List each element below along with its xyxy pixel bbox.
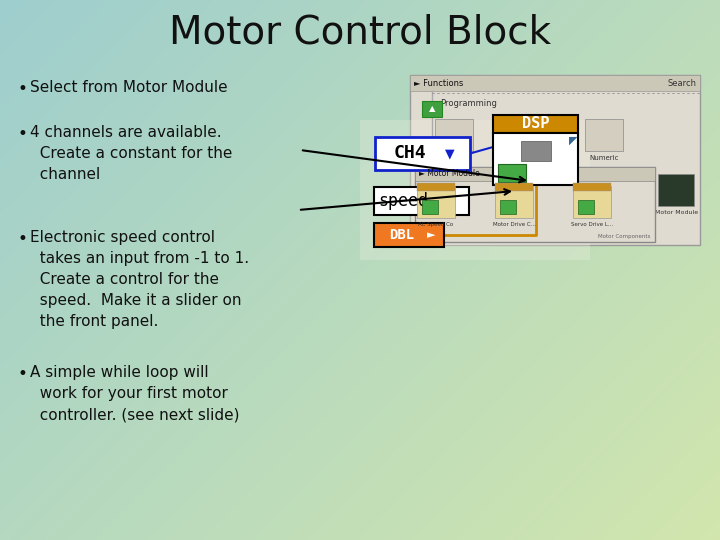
Text: Comparison: Comparison — [508, 210, 550, 216]
Text: Select from Motor Module: Select from Motor Module — [30, 80, 228, 95]
Bar — [573, 186, 611, 218]
Text: •: • — [18, 365, 28, 383]
Text: Motor Components: Motor Components — [598, 234, 650, 239]
Bar — [410, 75, 700, 245]
Text: Servo Drive L...: Servo Drive L... — [571, 222, 613, 227]
Bar — [578, 200, 594, 214]
Bar — [510, 174, 548, 206]
Text: A simple while loop will
  work for your first motor
  controller. (see next sli: A simple while loop will work for your f… — [30, 365, 240, 422]
Bar — [374, 187, 469, 215]
Text: Motor Drive C...: Motor Drive C... — [492, 222, 536, 227]
Bar — [417, 183, 455, 191]
Bar — [415, 167, 655, 242]
Text: DBL: DBL — [390, 228, 415, 242]
Text: Search: Search — [667, 78, 696, 87]
Text: 4 channels are available.
  Create a constant for the
  channel: 4 channels are available. Create a const… — [30, 125, 233, 182]
Bar — [573, 183, 611, 191]
Bar — [521, 141, 551, 161]
Text: Numeric: Numeric — [589, 155, 618, 161]
Text: Timing: Timing — [592, 210, 616, 216]
Text: •: • — [18, 230, 28, 248]
Bar — [493, 115, 578, 133]
Bar — [410, 75, 700, 91]
Text: Array: Array — [520, 155, 539, 161]
Text: ◤: ◤ — [569, 136, 577, 146]
Text: AC Speed Co: AC Speed Co — [418, 222, 454, 227]
Bar — [500, 200, 516, 214]
Bar — [658, 174, 694, 206]
Text: ▲: ▲ — [428, 105, 436, 113]
Text: ► Motor Module: ► Motor Module — [419, 170, 480, 179]
Text: Motor Control Block: Motor Control Block — [169, 13, 551, 51]
Text: Programming: Programming — [440, 98, 497, 107]
Bar — [493, 133, 578, 185]
Bar — [510, 119, 548, 151]
Bar — [422, 200, 438, 214]
Text: Boolean: Boolean — [440, 210, 468, 216]
Text: Motor Module: Motor Module — [655, 210, 698, 215]
Bar — [495, 183, 533, 191]
Text: speed: speed — [378, 192, 428, 210]
Bar — [435, 174, 473, 206]
Bar — [585, 174, 623, 206]
Bar — [498, 164, 526, 182]
Text: DSP: DSP — [522, 117, 549, 132]
Bar — [374, 223, 444, 247]
Text: ► Functions: ► Functions — [414, 78, 464, 87]
Text: ►: ► — [427, 230, 436, 240]
Text: Electronic speed control
  takes an input from -1 to 1.
  Create a control for t: Electronic speed control takes an input … — [30, 230, 249, 329]
Bar — [422, 101, 442, 117]
Text: •: • — [18, 80, 28, 98]
Bar — [495, 186, 533, 218]
Bar — [360, 120, 590, 260]
Bar — [415, 167, 655, 181]
Bar — [585, 119, 623, 151]
Text: ▼: ▼ — [445, 147, 455, 160]
Text: •: • — [18, 125, 28, 143]
Text: CH4: CH4 — [394, 145, 426, 163]
Bar — [417, 186, 455, 218]
Text: Structures: Structures — [436, 155, 472, 161]
Bar — [375, 137, 470, 170]
Bar — [435, 119, 473, 151]
